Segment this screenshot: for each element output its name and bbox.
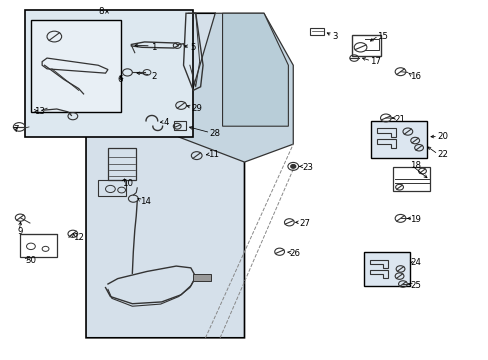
Bar <box>25 10 193 137</box>
Text: 9: 9 <box>18 228 23 237</box>
Polygon shape <box>222 13 288 126</box>
Bar <box>363 252 409 286</box>
Text: 5: 5 <box>190 43 196 52</box>
Text: 23: 23 <box>302 163 312 172</box>
Text: 2: 2 <box>151 72 156 81</box>
Text: 24: 24 <box>409 258 421 267</box>
Text: 22: 22 <box>436 150 447 159</box>
Text: 10: 10 <box>122 179 132 188</box>
Text: 27: 27 <box>299 219 309 228</box>
Bar <box>31 21 121 112</box>
Bar <box>108 148 136 180</box>
Text: 30: 30 <box>25 256 36 265</box>
Text: 16: 16 <box>409 72 421 81</box>
Text: 28: 28 <box>209 129 220 138</box>
Text: 21: 21 <box>394 114 405 123</box>
Text: 15: 15 <box>376 32 387 41</box>
Text: 17: 17 <box>369 57 381 66</box>
Text: 25: 25 <box>409 281 421 290</box>
Polygon shape <box>178 13 293 162</box>
Text: 8: 8 <box>98 7 103 16</box>
Bar <box>173 121 185 130</box>
Circle shape <box>290 165 295 168</box>
Bar <box>20 234 57 257</box>
Bar <box>310 28 324 35</box>
Bar <box>370 121 427 158</box>
Text: 14: 14 <box>140 197 150 206</box>
Text: 26: 26 <box>289 249 300 258</box>
Text: 20: 20 <box>436 132 447 141</box>
Bar <box>392 167 429 191</box>
Polygon shape <box>86 13 244 338</box>
Text: 1: 1 <box>151 43 156 52</box>
Text: 29: 29 <box>190 104 202 113</box>
Bar <box>351 35 380 56</box>
Text: 18: 18 <box>409 161 421 170</box>
Text: 12: 12 <box>73 233 83 242</box>
Bar <box>98 180 126 196</box>
Text: 11: 11 <box>207 150 219 159</box>
Text: 19: 19 <box>409 215 420 224</box>
Text: 13: 13 <box>34 107 45 116</box>
Text: 6: 6 <box>118 75 123 84</box>
Text: 4: 4 <box>163 118 169 127</box>
Text: 3: 3 <box>331 32 337 41</box>
Bar <box>192 274 211 281</box>
Text: 7: 7 <box>13 125 19 134</box>
